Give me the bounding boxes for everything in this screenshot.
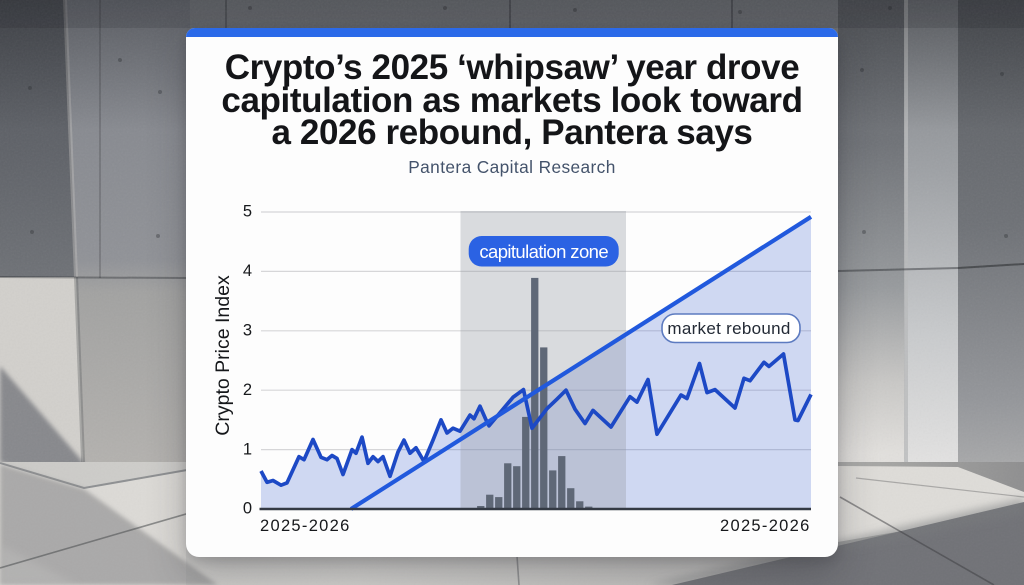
svg-text:Crypto Price Index: Crypto Price Index: [212, 275, 234, 436]
svg-text:4: 4: [243, 262, 252, 280]
svg-text:2025-2026: 2025-2026: [260, 517, 351, 535]
svg-text:market rebound: market rebound: [667, 319, 790, 338]
svg-text:2: 2: [243, 381, 252, 399]
svg-text:2025-2026: 2025-2026: [720, 517, 811, 535]
svg-text:5: 5: [243, 203, 252, 221]
svg-text:3: 3: [243, 322, 252, 340]
svg-text:capitulation zone: capitulation zone: [479, 241, 608, 262]
svg-text:0: 0: [243, 500, 252, 518]
svg-text:1: 1: [243, 440, 252, 458]
